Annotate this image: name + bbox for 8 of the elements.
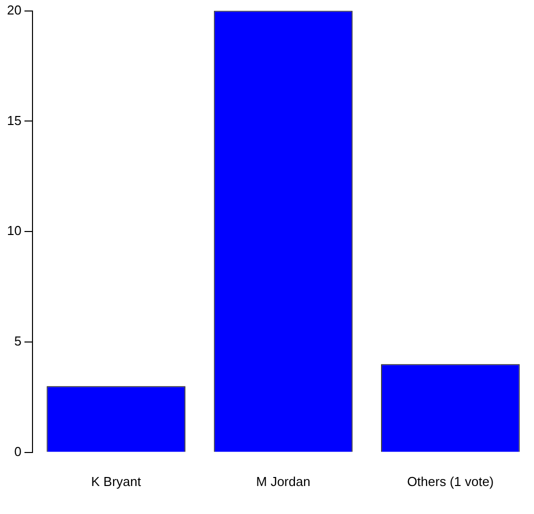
y-tick-label: 0 <box>14 444 22 459</box>
y-tick-label: 15 <box>6 112 22 128</box>
y-tick-label: 10 <box>6 223 22 238</box>
x-tick-label: K Bryant <box>91 474 142 489</box>
x-tick-label: M Jordan <box>256 474 310 489</box>
y-tick-label: 5 <box>14 334 22 349</box>
y-tick-label: 20 <box>6 2 22 18</box>
x-tick-label: Others (1 vote) <box>407 474 494 489</box>
